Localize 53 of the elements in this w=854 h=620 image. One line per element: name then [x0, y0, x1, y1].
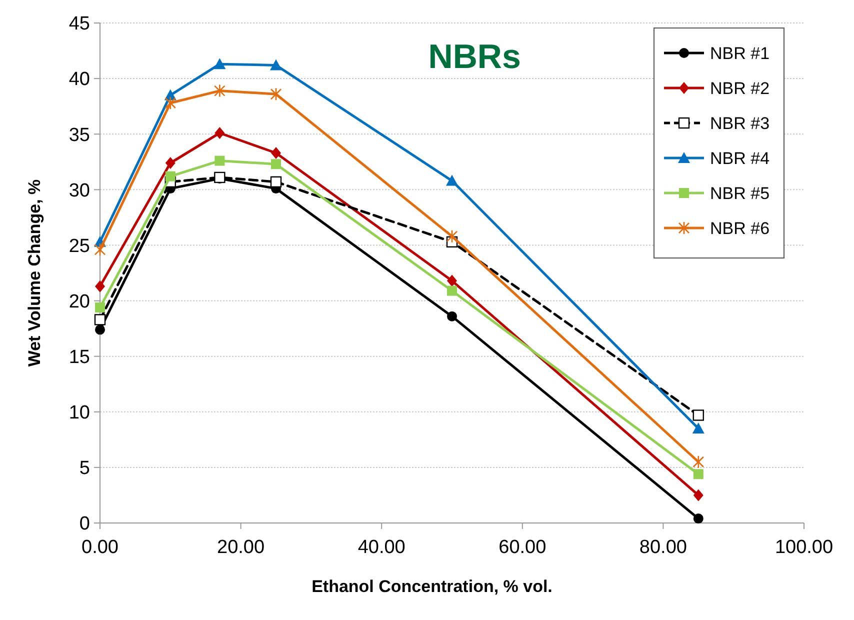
y-tick-label: 15 — [68, 346, 90, 368]
y-tick-label: 30 — [68, 180, 90, 202]
point — [447, 286, 457, 296]
y-tick-label: 35 — [68, 124, 90, 146]
y-tick-label: 25 — [68, 236, 90, 257]
point — [270, 59, 282, 70]
y-tick-label: 0 — [79, 514, 90, 535]
legend-label: NBR #5 — [710, 184, 770, 203]
x-tick-label: 80.00 — [639, 537, 687, 558]
x-axis-title: Ethanol Concentration, % vol. — [312, 577, 552, 596]
point — [693, 469, 704, 480]
point — [692, 410, 704, 421]
x-tick-label: 100.00 — [774, 537, 834, 558]
legend-label: NBR #6 — [710, 218, 770, 238]
text: NBRs — [428, 38, 521, 76]
y-tick-label: 5 — [79, 458, 90, 480]
legend-label: NBR #3 — [710, 114, 770, 133]
point — [447, 311, 457, 322]
x-tick-label: 40.00 — [358, 537, 406, 558]
point — [270, 176, 282, 188]
point — [94, 243, 106, 256]
point — [165, 157, 176, 169]
y-tick-label: 10 — [68, 402, 90, 424]
y-tick-label: 45 — [68, 14, 90, 35]
point — [692, 455, 704, 469]
point — [95, 302, 105, 312]
point — [214, 127, 225, 139]
point — [214, 58, 226, 70]
point — [214, 84, 226, 98]
point — [95, 324, 105, 335]
y-tick-label: 20 — [68, 291, 90, 312]
point — [447, 274, 457, 287]
y-tick-label: 40 — [68, 69, 90, 90]
legend-label: NBR #4 — [710, 148, 770, 168]
x-tick-label: 0.00 — [82, 537, 118, 558]
point — [165, 171, 176, 182]
x-tick-label: 60.00 — [498, 537, 546, 558]
legend-label: NBR #1 — [710, 44, 770, 63]
point — [446, 230, 458, 243]
point — [94, 314, 106, 326]
point — [271, 147, 281, 159]
point — [446, 174, 458, 186]
point — [214, 156, 225, 166]
point — [692, 422, 704, 434]
x-tick-label: 20.00 — [217, 537, 265, 558]
point — [164, 96, 176, 110]
point — [271, 159, 281, 170]
point — [693, 489, 704, 502]
point — [693, 514, 704, 524]
point — [270, 87, 282, 101]
y-axis-title: Wet Volume Change, % — [25, 179, 44, 367]
point — [95, 280, 105, 292]
legend-label: NBR #2 — [710, 78, 770, 98]
